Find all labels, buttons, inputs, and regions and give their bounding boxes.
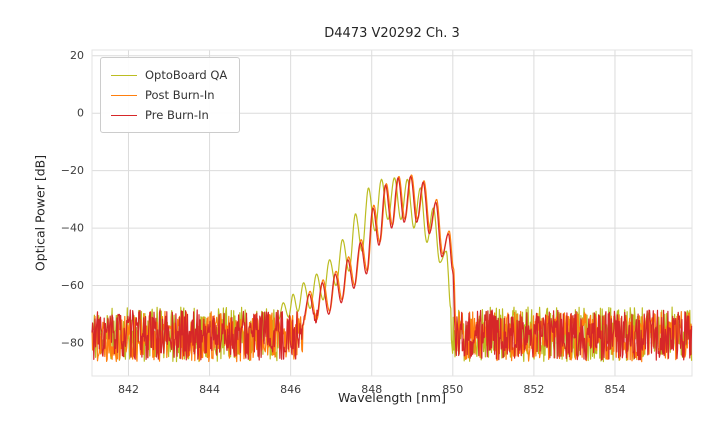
axes-frame [91, 49, 693, 377]
x-tick-label: 844 [199, 383, 220, 396]
series-line-pre-burn-in [91, 175, 693, 361]
y-axis-label: Optical Power [dB] [32, 154, 48, 272]
y-tick-label: −20 [61, 164, 84, 177]
legend-label: Pre Burn-In [145, 108, 209, 122]
legend-label: OptoBoard QA [145, 68, 228, 82]
legend-label: Post Burn-In [145, 88, 215, 102]
x-axis-label: Wavelength [nm] [338, 390, 446, 405]
legend-line-swatch [111, 94, 137, 96]
legend-line-swatch [111, 74, 137, 76]
y-tick-label: −80 [61, 336, 84, 349]
legend: OptoBoard QA Post Burn-In Pre Burn-In [100, 57, 241, 133]
chart-title: D4473 V20292 Ch. 3 [324, 26, 460, 41]
x-tick-label: 842 [118, 383, 139, 396]
legend-item: OptoBoard QA [111, 65, 227, 85]
x-tick-label: 846 [280, 383, 301, 396]
y-tick-label: 20 [70, 49, 84, 62]
legend-item: Pre Burn-In [111, 105, 227, 125]
x-tick-label: 852 [523, 383, 544, 396]
y-tick-label: 0 [77, 107, 84, 120]
y-tick-label: −60 [61, 279, 84, 292]
x-tick-label: 854 [604, 383, 625, 396]
y-tick-label: −40 [61, 222, 84, 235]
legend-line-swatch [111, 114, 137, 116]
legend-item: Post Burn-In [111, 85, 227, 105]
x-tick-label: 848 [361, 383, 382, 396]
x-tick-label: 850 [442, 383, 463, 396]
